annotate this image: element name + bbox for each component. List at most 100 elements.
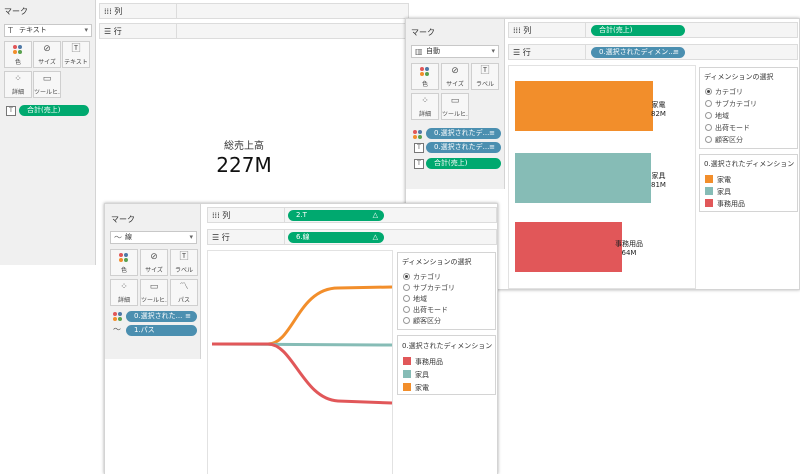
w3-path-pill[interactable]: 1.パス bbox=[126, 325, 197, 336]
w3-legend-item-kagu[interactable]: 家具 bbox=[403, 369, 429, 380]
rows-icon: ☰ bbox=[104, 27, 112, 36]
label-icon: 🅃 bbox=[179, 252, 189, 262]
w2-tooltip-label: ツールヒ... bbox=[442, 111, 468, 118]
color-dots-icon bbox=[113, 309, 123, 321]
size-icon: ⊘ bbox=[150, 252, 158, 262]
w1-measure-pill[interactable]: 合計(売上) bbox=[19, 105, 89, 116]
tooltip-icon: ▭ bbox=[149, 282, 159, 292]
w2-columns-shelf[interactable]: ⁞⁞⁞ 列 合計(売上) bbox=[508, 22, 798, 38]
line-jimu[interactable] bbox=[212, 342, 393, 405]
text-icon: 🅃 bbox=[71, 44, 81, 54]
w3-color-pill[interactable]: 0.選択された... ≡ bbox=[126, 311, 197, 322]
w2-radio-subcategory[interactable]: サブカテゴリ bbox=[705, 99, 757, 109]
w1-rows-label: ☰ 行 bbox=[104, 27, 122, 36]
bar-label-kagu: 家具 81M bbox=[651, 172, 666, 189]
w3-detail-tile[interactable]: ⁘ 詳細 bbox=[110, 279, 138, 306]
w3-radio-region[interactable]: 地域 bbox=[403, 294, 427, 304]
w1-marks-title: マーク bbox=[4, 7, 28, 16]
w3-param-title: ディメンションの選択 bbox=[402, 258, 472, 266]
line-kaden[interactable] bbox=[212, 285, 393, 346]
w1-columns-shelf[interactable]: ⁞⁞⁞ 列 bbox=[99, 3, 409, 19]
w3-legend-item-jimu[interactable]: 事務用品 bbox=[403, 356, 443, 367]
chevron-down-icon: ▾ bbox=[84, 26, 88, 34]
sigmoid-chart bbox=[211, 285, 393, 405]
w1-color-label: 色 bbox=[14, 59, 21, 66]
sort-icon: ≡ bbox=[185, 312, 191, 320]
w2-color-pill[interactable]: 0.選択されたデ... ≡ bbox=[426, 128, 501, 139]
w2-size-tile[interactable]: ⊘ サイズ bbox=[441, 63, 469, 90]
columns-icon: ⁞⁞⁞ bbox=[513, 26, 521, 35]
w3-path-tile[interactable]: 〽 パス bbox=[170, 279, 198, 306]
w3-rows-shelf[interactable]: ☰ 行 6.線 △ bbox=[207, 229, 497, 245]
w2-legend-item-kaden[interactable]: 家電 bbox=[705, 174, 731, 185]
w2-rows-shelf[interactable]: ☰ 行 0.選択されたディメン... ≡ bbox=[508, 44, 798, 60]
w2-color-tile[interactable]: 色 bbox=[411, 63, 439, 90]
w1-text-tile[interactable]: 🅃 テキスト bbox=[62, 41, 90, 68]
w3-radio-shipmode[interactable]: 出荷モード bbox=[403, 305, 448, 315]
w2-label-pill[interactable]: 0.選択されたデ... ≡ bbox=[426, 142, 501, 153]
w2-legend-item-kagu[interactable]: 家具 bbox=[705, 186, 731, 197]
detail-icon: ⁘ bbox=[120, 282, 128, 292]
color-icon bbox=[111, 250, 137, 265]
w3-label-tile[interactable]: 🅃 ラベル bbox=[170, 249, 198, 276]
w3-marks-panel: マーク 〜 線 ▾ 色 ⊘ サイズ 🅃 ラベル ⁘ 詳細 ▭ ツールヒ... 〽… bbox=[105, 204, 201, 359]
w2-columns-pill[interactable]: 合計(売上) bbox=[591, 25, 685, 36]
w3-legend-item-kaden[interactable]: 家電 bbox=[403, 382, 429, 393]
w2-mark-type-label: 自動 bbox=[426, 47, 440, 55]
tooltip-icon: ▭ bbox=[42, 74, 52, 84]
path-icon: 〽 bbox=[179, 282, 189, 292]
w3-rows-pill[interactable]: 6.線 △ bbox=[288, 232, 384, 243]
w1-tooltip-label: ツールヒ... bbox=[34, 89, 60, 96]
bar-jimu[interactable] bbox=[515, 222, 622, 272]
sort-icon: ≡ bbox=[489, 129, 495, 137]
w2-mark-type-dropdown[interactable]: ▥ 自動 ▾ bbox=[411, 45, 499, 58]
w2-detail-label: 詳細 bbox=[418, 111, 431, 118]
w2-rows-label: ☰ 行 bbox=[513, 48, 531, 57]
w2-measure-pill[interactable]: 合計(売上) bbox=[426, 158, 501, 169]
bar-kagu[interactable] bbox=[515, 153, 651, 203]
w2-detail-tile[interactable]: ⁘ 詳細 bbox=[411, 93, 439, 120]
w3-mark-type-dropdown[interactable]: 〜 線 ▾ bbox=[110, 231, 197, 244]
w3-color-tile[interactable]: 色 bbox=[110, 249, 138, 276]
w3-label-label: ラベル bbox=[174, 267, 193, 274]
w3-radio-subcategory[interactable]: サブカテゴリ bbox=[403, 283, 455, 293]
detail-icon: ⁘ bbox=[421, 96, 429, 106]
tooltip-icon: ▭ bbox=[450, 96, 460, 106]
w3-tooltip-tile[interactable]: ▭ ツールヒ... bbox=[140, 279, 168, 306]
w1-detail-label: 詳細 bbox=[11, 89, 24, 96]
text-field-icon: T bbox=[6, 106, 16, 116]
w2-parameter-control: ディメンションの選択 カテゴリ サブカテゴリ 地域 出荷モード 顧客区分 bbox=[699, 67, 798, 149]
w1-tooltip-tile[interactable]: ▭ ツールヒ... bbox=[33, 71, 61, 98]
w2-radio-shipmode[interactable]: 出荷モード bbox=[705, 123, 750, 133]
w2-columns-label: ⁞⁞⁞ 列 bbox=[513, 26, 532, 35]
w1-mark-type-dropdown[interactable]: T テキスト ▾ bbox=[4, 24, 92, 37]
w2-radio-segment[interactable]: 顧客区分 bbox=[705, 135, 743, 145]
w3-columns-pill[interactable]: 2.T △ bbox=[288, 210, 384, 221]
size-icon: ⊘ bbox=[43, 44, 51, 54]
w2-label-tile[interactable]: 🅃 ラベル bbox=[471, 63, 499, 90]
w2-legend-item-jimu[interactable]: 事務用品 bbox=[705, 198, 745, 209]
w3-tooltip-label: ツールヒ... bbox=[141, 297, 167, 304]
delta-icon: △ bbox=[372, 233, 378, 241]
w3-columns-shelf[interactable]: ⁞⁞⁞ 列 2.T △ bbox=[207, 207, 497, 223]
w1-rows-shelf[interactable]: ☰ 行 bbox=[99, 23, 409, 39]
w3-rows-label: ☰ 行 bbox=[212, 233, 230, 242]
w1-size-tile[interactable]: ⊘ サイズ bbox=[33, 41, 61, 68]
bar-kaden[interactable] bbox=[515, 81, 653, 131]
w3-size-tile[interactable]: ⊘ サイズ bbox=[140, 249, 168, 276]
w1-color-tile[interactable]: 色 bbox=[4, 41, 32, 68]
columns-icon: ⁞⁞⁞ bbox=[212, 211, 220, 220]
w2-radio-category[interactable]: カテゴリ bbox=[705, 87, 743, 97]
chevron-down-icon: ▾ bbox=[491, 47, 495, 55]
w2-tooltip-tile[interactable]: ▭ ツールヒ... bbox=[441, 93, 469, 120]
w3-radio-segment[interactable]: 顧客区分 bbox=[403, 316, 441, 326]
w3-path-label: パス bbox=[177, 297, 190, 304]
w2-radio-region[interactable]: 地域 bbox=[705, 111, 729, 121]
w2-rows-pill[interactable]: 0.選択されたディメン... ≡ bbox=[591, 47, 685, 58]
w1-detail-tile[interactable]: ⁘ 詳細 bbox=[4, 71, 32, 98]
w2-marks-title: マーク bbox=[411, 28, 435, 37]
delta-icon: △ bbox=[372, 211, 378, 219]
w3-mark-type-label: 線 bbox=[125, 233, 132, 241]
w3-radio-category[interactable]: カテゴリ bbox=[403, 272, 441, 282]
chevron-down-icon: ▾ bbox=[189, 233, 193, 241]
